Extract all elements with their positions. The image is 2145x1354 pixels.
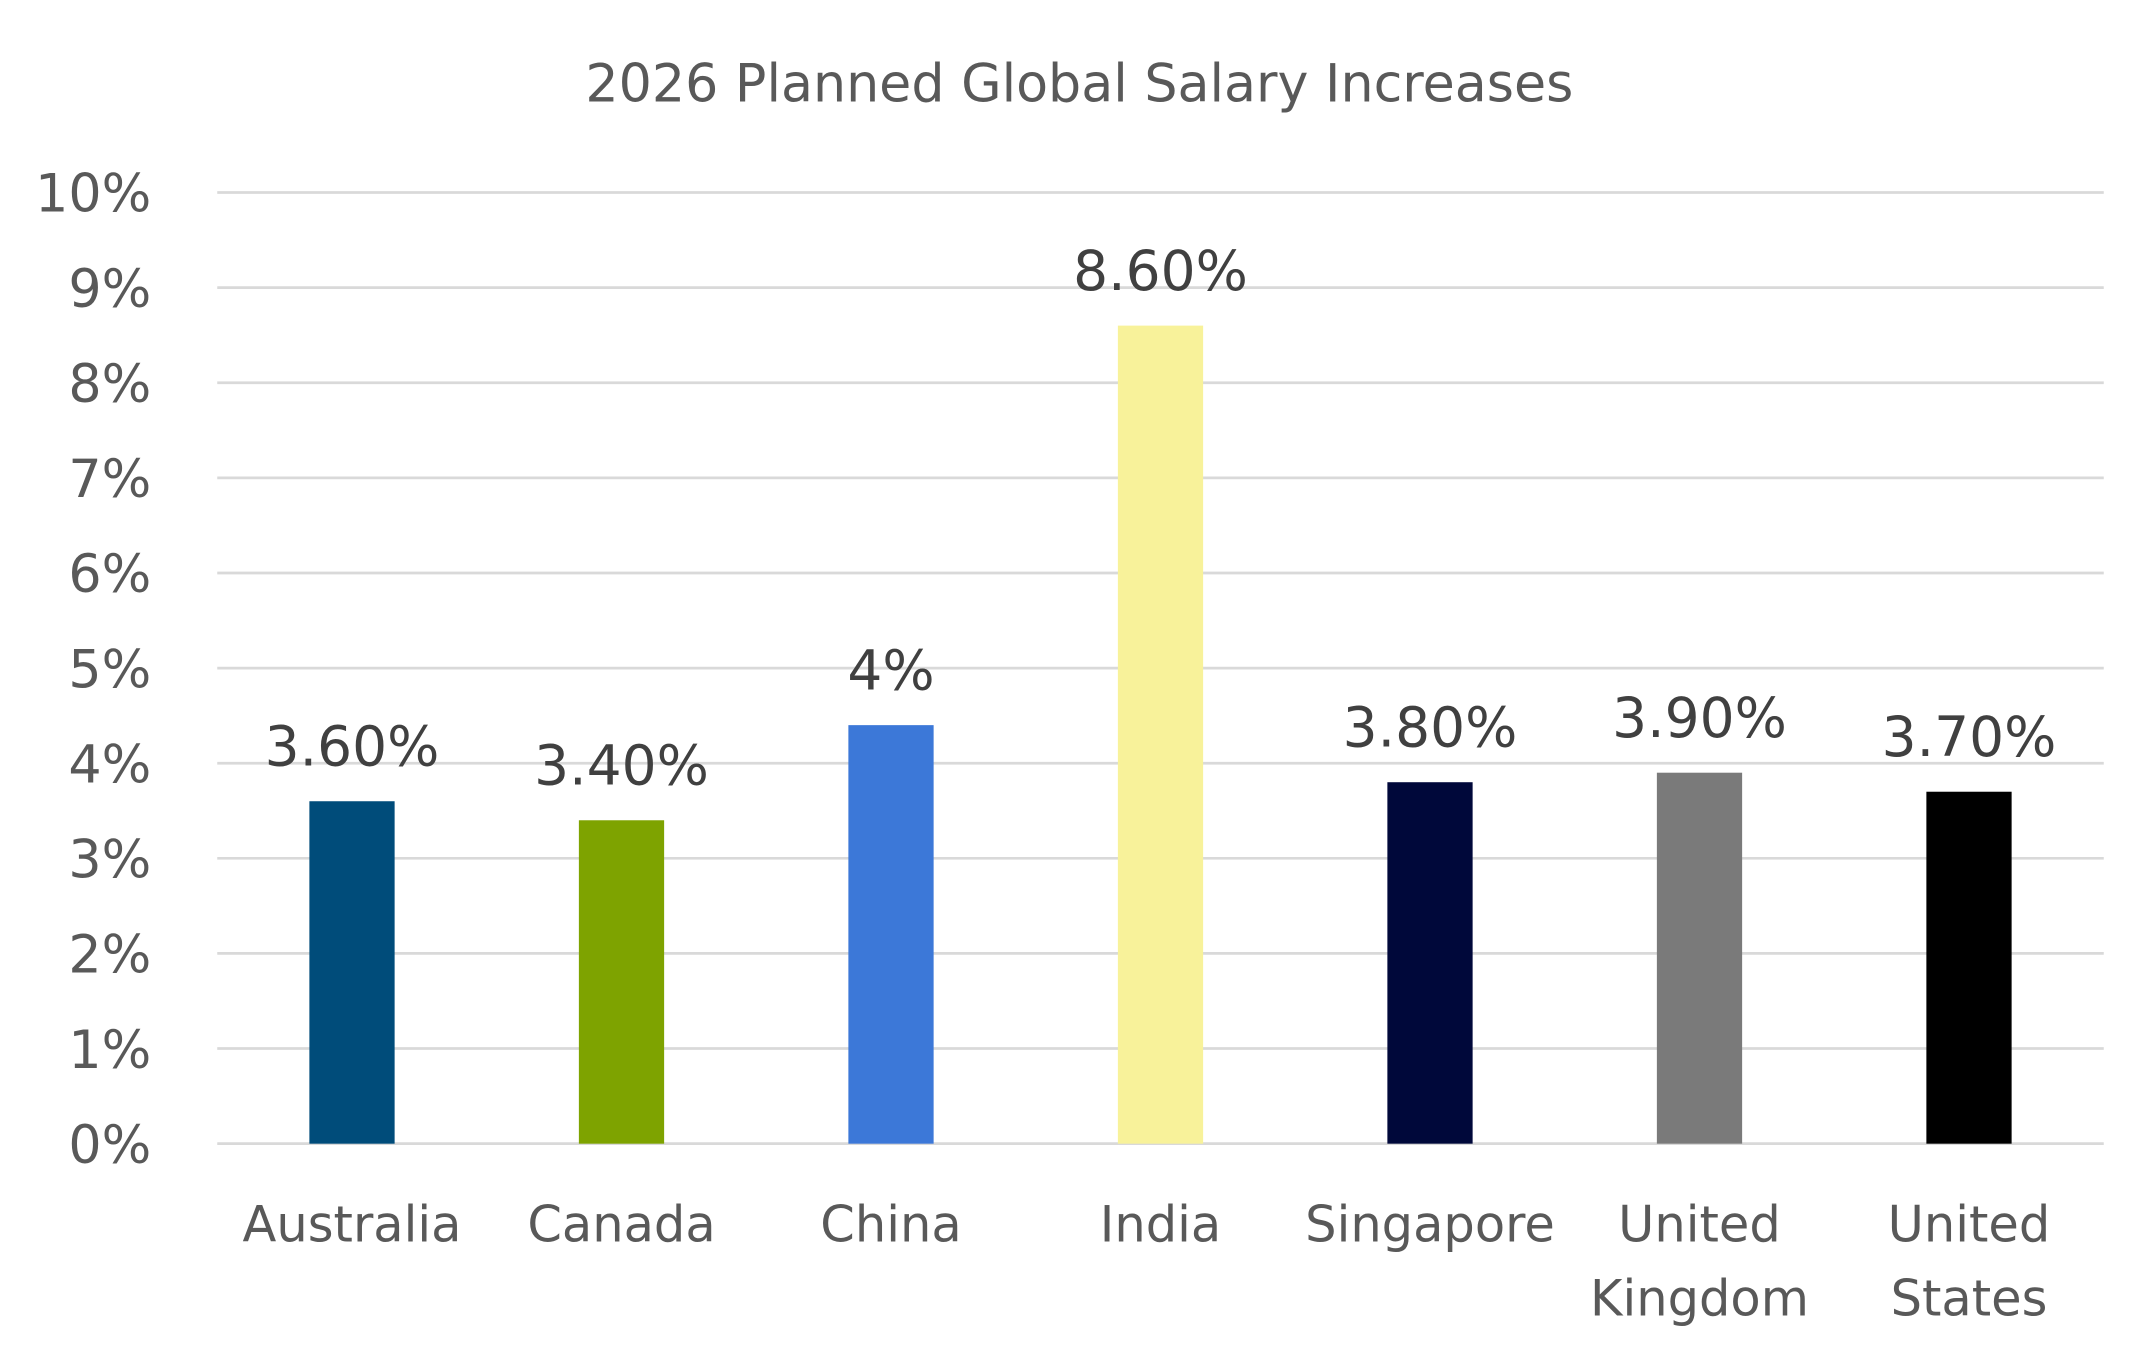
x-tick-label: States — [1891, 1270, 2048, 1328]
x-tick-label: Singapore — [1305, 1195, 1555, 1253]
data-label: 3.40% — [534, 734, 709, 798]
bars — [309, 325, 2012, 1144]
y-tick-label: 9% — [68, 260, 151, 320]
bar — [1387, 782, 1473, 1144]
chart-title: 2026 Planned Global Salary Increases — [585, 55, 1573, 115]
data-label: 3.70% — [1882, 705, 2057, 769]
y-tick-label: 5% — [68, 640, 151, 700]
data-label: 3.80% — [1343, 695, 1518, 759]
bar — [1117, 325, 1204, 1144]
data-label: 8.60% — [1073, 239, 1248, 303]
x-tick-label: United — [1888, 1195, 2051, 1253]
x-tick-label: Australia — [243, 1195, 462, 1253]
y-tick-label: 0% — [68, 1116, 151, 1176]
data-label: 4% — [847, 638, 934, 702]
y-tick-label: 8% — [68, 355, 151, 415]
bar — [578, 820, 665, 1144]
bar — [1656, 772, 1743, 1144]
y-axis-ticks: 0% 1% 2% 3% 4% 5% 6% 7% 8% 9% 10% — [35, 165, 151, 1176]
x-tick-label: India — [1100, 1195, 1221, 1253]
x-tick-label: United — [1618, 1195, 1781, 1253]
bar — [848, 725, 934, 1144]
bar — [1926, 791, 2012, 1144]
data-labels: 3.60% 3.40% 4% 8.60% 3.80% 3.90% 3.70% — [265, 239, 2057, 798]
x-axis-labels: Australia Canada China India Singapore United… — [243, 1195, 2051, 1327]
data-label: 3.60% — [265, 715, 440, 779]
y-tick-label: 10% — [35, 165, 151, 225]
x-tick-label: Canada — [527, 1195, 715, 1253]
y-tick-label: 4% — [68, 735, 151, 795]
data-label: 3.90% — [1612, 686, 1787, 750]
y-tick-label: 2% — [68, 926, 151, 986]
y-tick-label: 3% — [68, 831, 151, 891]
x-tick-label: Kingdom — [1590, 1270, 1809, 1328]
y-tick-label: 1% — [68, 1021, 151, 1081]
bar — [309, 801, 395, 1144]
y-tick-label: 6% — [68, 545, 151, 605]
y-tick-label: 7% — [68, 450, 151, 510]
x-tick-label: China — [820, 1195, 961, 1253]
